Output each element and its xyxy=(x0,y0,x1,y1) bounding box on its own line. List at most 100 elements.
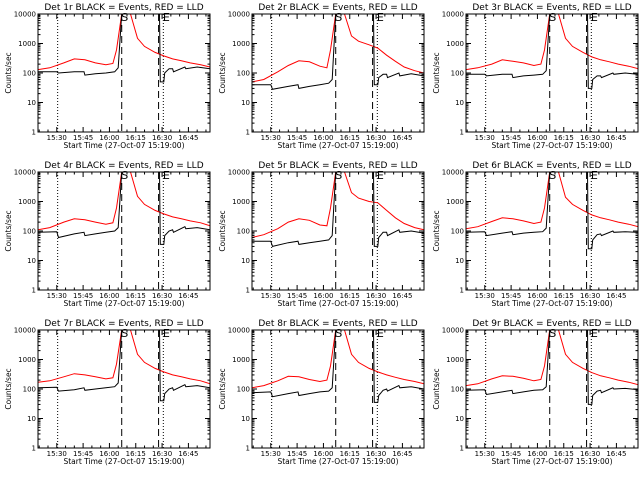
x-tick-label: 15:45 xyxy=(501,292,521,300)
y-tick-label: 100 xyxy=(23,386,36,394)
y-tick-label: 10000 xyxy=(442,169,464,177)
start-marker-label: S xyxy=(549,327,556,340)
x-tick-label: 16:00 xyxy=(313,450,333,458)
y-tick-label: 10 xyxy=(27,257,36,265)
start-marker-label: S xyxy=(121,327,128,340)
y-tick-label: 10000 xyxy=(442,327,464,335)
x-tick-label: 16:45 xyxy=(392,450,412,458)
x-tick-label: 15:30 xyxy=(47,292,67,300)
y-tick-label: 100 xyxy=(451,70,464,78)
y-tick-label: 1000 xyxy=(232,40,250,48)
plot-frame xyxy=(37,329,211,449)
y-tick-label: 1 xyxy=(246,129,250,137)
start-marker-label: S xyxy=(335,11,342,24)
y-axis-label: Counts/sec xyxy=(218,210,227,251)
y-tick-label: 1 xyxy=(460,129,464,137)
x-tick-label: 15:45 xyxy=(73,450,93,458)
y-tick-label: 10 xyxy=(241,257,250,265)
events-series-line xyxy=(38,14,210,83)
x-tick-label: 16:30 xyxy=(152,450,172,458)
x-tick-label: 16:15 xyxy=(340,292,360,300)
y-tick-label: 10 xyxy=(241,99,250,107)
events-series-line xyxy=(38,172,210,245)
lld-series-line xyxy=(38,14,210,71)
y-tick-label: 10000 xyxy=(442,11,464,19)
plot-frame xyxy=(251,171,425,291)
x-tick-label: 16:30 xyxy=(152,292,172,300)
y-axis-label: Counts/sec xyxy=(4,52,13,93)
y-tick-label: 100 xyxy=(23,228,36,236)
lld-series-line xyxy=(466,172,638,230)
end-marker-label: E xyxy=(163,327,170,340)
x-tick-label: 15:45 xyxy=(287,134,307,142)
x-tick-label: 15:30 xyxy=(261,450,281,458)
panel-title: Det 5r BLACK = Events, RED = LLD xyxy=(258,161,417,171)
x-tick-label: 16:00 xyxy=(99,134,119,142)
y-axis-label: Counts/sec xyxy=(4,368,13,409)
x-tick-label: 16:45 xyxy=(178,134,198,142)
x-tick-label: 15:30 xyxy=(47,450,67,458)
start-marker-label: S xyxy=(335,169,342,182)
x-axis-label: Start Time (27-Oct-07 15:19:00) xyxy=(63,457,184,466)
x-axis-label: Start Time (27-Oct-07 15:19:00) xyxy=(277,457,398,466)
start-marker-label: S xyxy=(121,169,128,182)
x-tick-label: 16:15 xyxy=(554,450,574,458)
x-tick-label: 16:15 xyxy=(340,134,360,142)
y-tick-label: 10 xyxy=(455,257,464,265)
y-tick-label: 1000 xyxy=(18,40,36,48)
x-tick-label: 16:30 xyxy=(152,134,172,142)
x-tick-label: 16:00 xyxy=(527,292,547,300)
end-marker-label: E xyxy=(377,11,384,24)
y-tick-label: 100 xyxy=(23,70,36,78)
x-tick-label: 16:45 xyxy=(606,134,626,142)
y-axis-label: Counts/sec xyxy=(218,52,227,93)
x-axis-label: Start Time (27-Oct-07 15:19:00) xyxy=(491,299,612,308)
y-tick-label: 10 xyxy=(241,415,250,423)
start-marker-label: S xyxy=(549,169,556,182)
x-tick-label: 16:45 xyxy=(606,292,626,300)
start-marker-label: S xyxy=(549,11,556,24)
y-tick-label: 100 xyxy=(237,386,250,394)
x-tick-label: 16:00 xyxy=(527,450,547,458)
y-tick-label: 1 xyxy=(460,445,464,453)
y-axis-label: Counts/sec xyxy=(432,52,441,93)
x-tick-label: 15:30 xyxy=(475,134,495,142)
plot-frame xyxy=(251,329,425,449)
x-axis-label: Start Time (27-Oct-07 15:19:00) xyxy=(63,299,184,308)
y-axis-label: Counts/sec xyxy=(4,210,13,251)
x-tick-label: 16:30 xyxy=(580,450,600,458)
y-axis-label: Counts/sec xyxy=(432,368,441,409)
end-marker-label: E xyxy=(163,169,170,182)
events-series-line xyxy=(252,172,424,247)
y-tick-label: 10 xyxy=(27,415,36,423)
x-tick-label: 16:00 xyxy=(313,292,333,300)
y-tick-label: 10000 xyxy=(228,327,250,335)
x-tick-label: 16:30 xyxy=(580,292,600,300)
x-tick-label: 16:45 xyxy=(392,134,412,142)
y-axis-label: Counts/sec xyxy=(218,368,227,409)
y-tick-label: 1000 xyxy=(232,356,250,364)
x-tick-label: 15:45 xyxy=(501,450,521,458)
x-tick-label: 16:30 xyxy=(366,134,386,142)
y-tick-label: 1000 xyxy=(446,40,464,48)
x-tick-label: 16:00 xyxy=(99,450,119,458)
lld-series-line xyxy=(252,172,424,238)
end-marker-label: E xyxy=(377,169,384,182)
x-tick-label: 16:15 xyxy=(126,134,146,142)
y-tick-label: 1 xyxy=(460,287,464,295)
x-tick-label: 16:30 xyxy=(580,134,600,142)
y-tick-label: 1000 xyxy=(446,356,464,364)
events-series-line xyxy=(38,330,210,402)
start-marker-label: S xyxy=(121,11,128,24)
y-tick-label: 100 xyxy=(237,70,250,78)
x-tick-label: 15:30 xyxy=(475,450,495,458)
events-series-line xyxy=(466,14,638,89)
y-tick-label: 1 xyxy=(32,287,36,295)
